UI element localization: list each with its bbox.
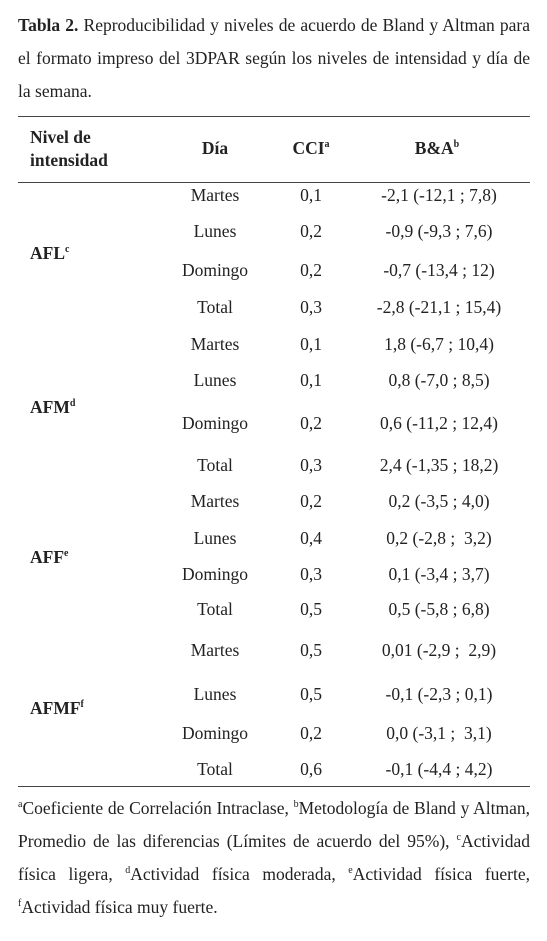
header-text: Nivel de intensidad (30, 127, 108, 170)
caption-text: Reproducibilidad y niveles de acuerdo de… (18, 15, 530, 101)
footnote-sup: b (293, 799, 299, 810)
ba-cell: 0,2 (-2,8 ; 3,2) (386, 528, 492, 548)
footnote-sup: c (456, 832, 461, 843)
ba-cell: 0,01 (-2,9 ; 2,9) (381, 640, 497, 660)
cci-cell: 0,4 (300, 528, 322, 548)
caption-label: Tabla 2. (18, 15, 79, 35)
top-rule (18, 116, 530, 117)
header-cell: CCIa (292, 138, 329, 158)
group-name: AFF (30, 547, 65, 567)
header-cell: Día (202, 138, 228, 158)
footnote-sup: a (18, 799, 23, 810)
ba-cell: 2,4 (-1,35 ; 18,2) (379, 455, 499, 475)
cci-cell: 0,3 (300, 455, 322, 475)
group-label: AFMFf (30, 698, 84, 718)
cci-cell: 0,2 (300, 413, 322, 433)
ba-cell: 0,0 (-3,1 ; 3,1) (386, 723, 492, 743)
group-label: AFFe (30, 547, 68, 567)
day-cell: Total (197, 297, 233, 317)
footnote-text: Actividad física moderada, (130, 864, 349, 884)
footnote: aCoeficiente de Correlación Intraclase, … (18, 792, 530, 924)
header-rule (18, 182, 530, 183)
cci-cell: 0,5 (300, 599, 322, 619)
caption: Tabla 2. Reproducibilidad y niveles de a… (18, 9, 530, 108)
group-sup: f (80, 699, 84, 710)
footnote-sup: d (125, 865, 131, 876)
group-name: AFL (30, 243, 65, 263)
day-cell: Total (197, 759, 233, 779)
bottom-rule (18, 786, 530, 787)
cci-cell: 0,1 (300, 370, 322, 390)
group-name: AFM (30, 397, 70, 417)
day-cell: Domingo (181, 413, 249, 433)
ba-cell: -0,7 (-13,4 ; 12) (383, 260, 495, 280)
day-cell: Lunes (193, 528, 237, 548)
ba-cell: 0,2 (-3,5 ; 4,0) (388, 491, 490, 511)
header-text: Día (201, 138, 229, 158)
group-name: AFMF (30, 698, 81, 718)
footnote-text: Metodología de Bland y Altman, Promedio … (18, 798, 530, 851)
group-label: AFLc (30, 243, 69, 263)
footnote-text: Coeficiente de Correlación Intraclase, (22, 798, 294, 818)
day-cell: Domingo (181, 564, 249, 584)
day-cell: Total (197, 599, 233, 619)
day-cell: Martes (190, 640, 240, 660)
cci-cell: 0,3 (300, 297, 322, 317)
header-text: B&A (414, 138, 454, 158)
footnote-sup: e (348, 865, 353, 876)
ba-cell: -2,8 (-21,1 ; 15,4) (376, 297, 502, 317)
cci-cell: 0,2 (300, 221, 322, 241)
day-cell: Lunes (193, 684, 237, 704)
day-cell: Total (197, 455, 233, 475)
footnote-text: Actividad física fuerte, (352, 864, 530, 884)
group-sup: e (64, 548, 69, 559)
ba-cell: 1,8 (-6,7 ; 10,4) (384, 334, 494, 354)
cci-cell: 0,3 (300, 564, 322, 584)
footnote-text: Actividad física muy fuerte. (21, 897, 218, 917)
footnote-sup: f (18, 898, 22, 909)
day-cell: Martes (190, 334, 240, 354)
group-sup: d (69, 398, 76, 409)
ba-cell: -0,9 (-9,3 ; 7,6) (385, 221, 493, 241)
ba-cell: -0,1 (-2,3 ; 0,1) (385, 684, 493, 704)
day-cell: Domingo (181, 260, 249, 280)
cci-cell: 0,2 (300, 723, 322, 743)
footnote-text: Actividad física ligera, (18, 831, 530, 884)
cci-cell: 0,6 (300, 759, 322, 779)
ba-cell: -2,1 (-12,1 ; 7,8) (381, 185, 497, 205)
ba-cell: 0,8 (-7,0 ; 8,5) (388, 370, 490, 390)
header-sup: a (324, 139, 330, 150)
ba-cell: 0,1 (-3,4 ; 3,7) (388, 564, 490, 584)
cci-cell: 0,1 (300, 334, 322, 354)
day-cell: Domingo (181, 723, 249, 743)
cci-cell: 0,5 (300, 640, 322, 660)
header-sup: b (453, 139, 460, 150)
cci-cell: 0,2 (300, 260, 322, 280)
cci-cell: 0,2 (300, 491, 322, 511)
group-label: AFMd (30, 397, 75, 417)
day-cell: Lunes (193, 221, 237, 241)
header-text: CCI (292, 138, 325, 158)
header-cell: B&Ab (415, 138, 459, 158)
day-cell: Martes (190, 491, 240, 511)
cci-cell: 0,1 (300, 185, 322, 205)
ba-cell: 0,5 (-5,8 ; 6,8) (388, 599, 490, 619)
header-cell: Nivel de intensidad (30, 126, 140, 172)
group-sup: c (65, 244, 70, 255)
day-cell: Martes (190, 185, 240, 205)
cci-cell: 0,5 (300, 684, 322, 704)
ba-cell: -0,1 (-4,4 ; 4,2) (385, 759, 493, 779)
ba-cell: 0,6 (-11,2 ; 12,4) (380, 413, 498, 433)
day-cell: Lunes (193, 370, 237, 390)
